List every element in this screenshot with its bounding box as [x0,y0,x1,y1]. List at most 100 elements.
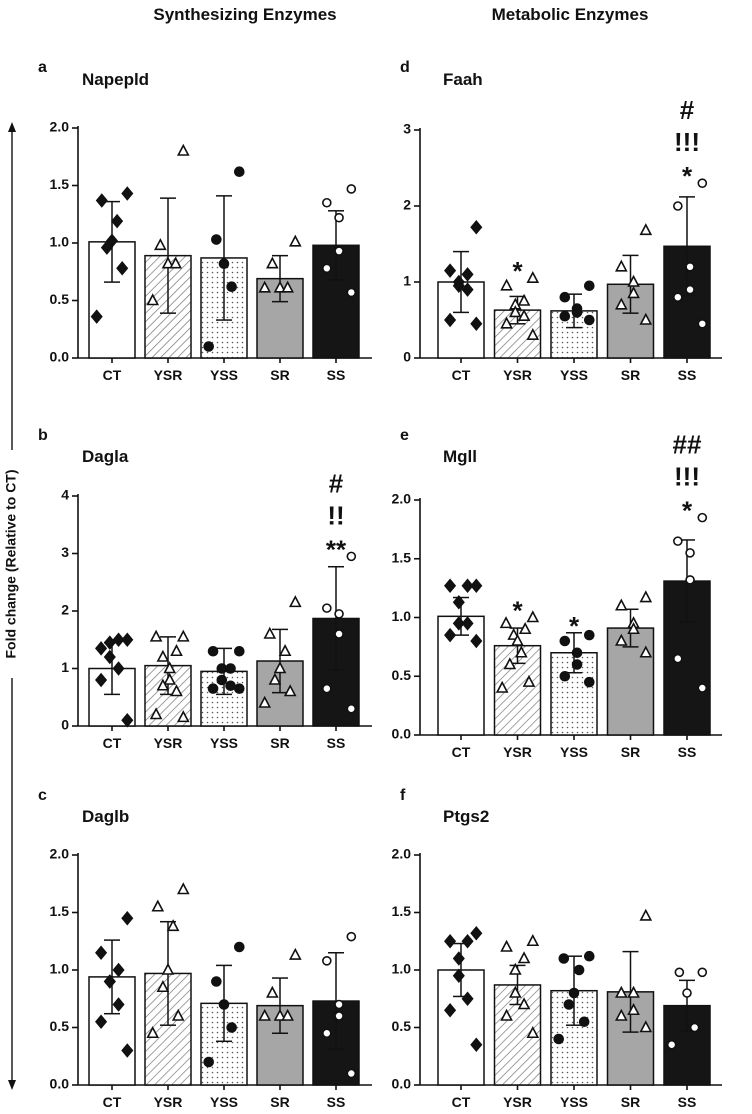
data-point [503,657,517,670]
x-tick-label: YSR [503,1094,532,1110]
data-point [614,1008,628,1021]
data-point [288,595,302,608]
data-point [511,633,524,646]
error-bar [160,197,176,314]
y-tick-label: 0.5 [392,1018,412,1034]
data-point [218,999,230,1010]
data-point [674,967,685,978]
panel-title: Mgll [443,447,477,466]
data-point [583,950,595,962]
x-tick-label: SR [270,367,289,383]
x-tick-label: SR [270,1094,289,1110]
data-point [258,280,272,293]
data-point [627,985,640,998]
data-point [171,1008,185,1021]
y-tick-label: 3 [61,544,69,560]
data-point [559,670,571,682]
data-point [216,674,228,686]
data-point [207,645,219,657]
data-point [258,695,272,708]
data-point [121,1043,134,1058]
error-bar [328,210,344,281]
x-tick-label: YSS [560,367,588,383]
data-point [225,663,236,674]
data-point [322,197,332,208]
data-point [149,707,163,720]
data-point [156,649,170,662]
y-tick-label: 0.0 [50,1076,70,1092]
panel-title: Ptgs2 [443,807,489,826]
x-tick-label: SR [621,744,640,760]
data-point [176,629,190,642]
data-point [161,256,175,269]
data-point [444,1003,457,1018]
error-bar [272,628,288,694]
data-point [225,680,236,692]
y-tick-label: 0.0 [392,726,412,742]
significance-mark: ** [326,534,347,564]
panel-label: c [38,787,47,804]
data-point [444,627,457,643]
data-point [452,968,465,983]
data-point [558,953,570,964]
data-point [697,967,708,978]
data-point [500,939,513,952]
data-point [95,641,108,656]
data-point [526,270,540,284]
y-tick-label: 1.0 [50,234,70,250]
y-tick-label: 0 [403,349,411,365]
panel-title: Faah [443,70,483,89]
panel: d Faah 0 1 2 3 CT YSR * YSS SR SS *!!!# [400,59,722,383]
data-point [234,941,245,953]
data-point [508,305,522,318]
data-point [559,291,571,303]
x-tick-label: SR [621,1094,640,1110]
data-point [283,684,297,697]
data-point [614,985,628,998]
data-point [90,309,103,324]
x-tick-label: CT [452,1094,471,1110]
data-point [170,684,183,697]
data-point [268,672,282,685]
data-point [112,632,125,647]
data-point [578,1016,590,1028]
data-point [112,997,125,1012]
data-point [95,193,108,208]
y-tick-label: 1.0 [392,961,412,977]
data-point [583,676,595,688]
x-tick-label: YSS [210,735,238,751]
data-point [673,292,683,303]
data-point [111,213,124,229]
x-tick-label: CT [103,1094,122,1110]
data-point [517,308,531,322]
data-point [514,645,528,658]
y-tick-label: 0.0 [392,1076,412,1092]
data-point [697,318,708,329]
data-point [170,644,183,657]
data-point [203,1056,214,1068]
significance-mark: !!! [674,462,700,492]
data-point [571,659,583,670]
y-tick-label: 4 [61,487,69,503]
x-tick-label: YSS [560,744,588,760]
data-point [444,263,457,278]
error-bar [216,195,232,321]
data-point [518,622,532,635]
data-point [234,166,245,177]
bar [663,580,711,736]
data-point [334,999,344,1010]
panel: f Ptgs2 0.0 0.5 1.0 1.5 2.0 CT YSR YSS SR SS [392,787,722,1110]
x-tick-label: YSS [210,367,238,383]
data-point [346,184,357,194]
data-point [273,1008,287,1021]
data-point [452,951,465,966]
column-title: Metabolic Enzymes [492,5,649,24]
x-tick-label: CT [452,744,471,760]
data-point [346,551,357,562]
data-point [322,1028,332,1039]
data-point [639,1020,653,1033]
y-tick-label: 1.0 [50,961,70,977]
data-point [103,635,116,650]
data-point [571,647,583,659]
data-point [216,663,228,674]
